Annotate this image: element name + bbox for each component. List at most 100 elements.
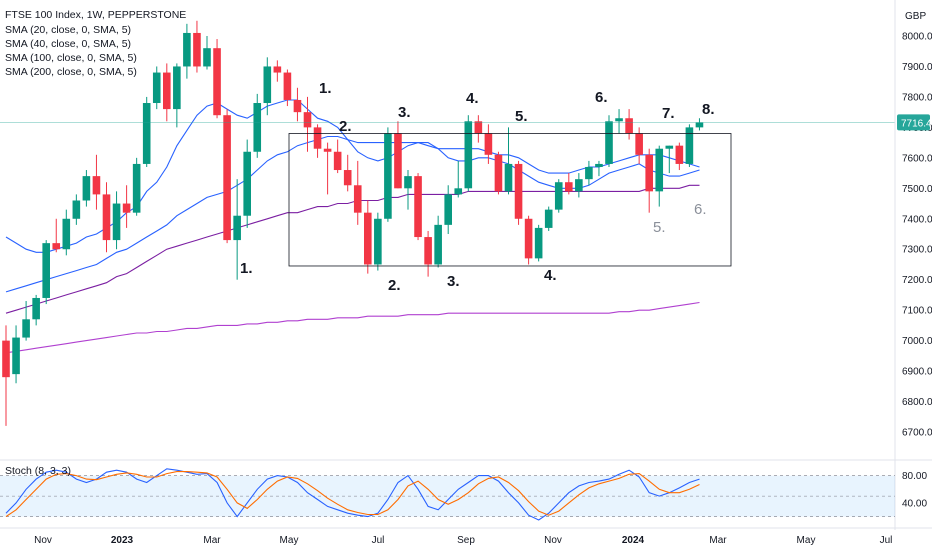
candle-body (544, 209, 553, 228)
wave-label-upper: 3. (398, 104, 411, 121)
wave-label-upper: 2. (339, 118, 352, 135)
wave-label-lower: 4. (544, 267, 557, 284)
price-tick-label: 7500.0 (902, 184, 932, 195)
candle-body (635, 133, 643, 155)
price-axis-ticks: 8000.07900.07800.07700.07600.07500.07400… (902, 32, 932, 439)
candle-body (605, 121, 613, 164)
candle-body (72, 200, 81, 219)
candle-body (82, 176, 91, 201)
candle-body (333, 151, 342, 171)
stoch-d-line (5, 471, 700, 518)
time-axis-ticks: Nov 2023 Mar May Jul Sep Nov 2024 Mar May Jul (34, 535, 892, 546)
candle-body (374, 218, 382, 265)
wave-label-lower: 3. (447, 273, 460, 290)
time-tick-label: Jul (372, 535, 385, 546)
candle-body (665, 145, 674, 149)
candle-body (42, 243, 50, 298)
sma-100-line (5, 184, 700, 314)
candle-body (122, 203, 131, 213)
stoch-label: Stoch (8, 3, 3) (5, 465, 71, 477)
stoch-level-40: 40.00 (902, 498, 927, 509)
wave-label-upper: 6. (595, 89, 608, 106)
candle-body (183, 32, 191, 67)
candle-body (384, 133, 392, 219)
price-tick-label: 7400.0 (902, 214, 932, 225)
candle-body (514, 163, 523, 219)
candle-body (32, 297, 40, 320)
candle-body (554, 182, 563, 210)
candle-body (364, 212, 372, 265)
consolidation-box (288, 133, 732, 267)
candle-body (585, 166, 593, 180)
wave-label-gray: 6. (694, 201, 707, 218)
price-tick-label: 7000.0 (902, 336, 932, 347)
sma-40-line (5, 135, 700, 293)
time-tick-label: May (797, 535, 816, 546)
candle-body (464, 121, 473, 189)
wave-label-gray: 5. (653, 219, 666, 236)
price-tick-label: 6900.0 (902, 367, 932, 378)
time-tick-label: 2023 (111, 535, 134, 546)
candle-body (595, 163, 603, 167)
candle-body (112, 203, 121, 241)
candle-body (92, 176, 101, 195)
wave-label-upper: 1. (319, 80, 332, 97)
candle-body (152, 72, 161, 104)
time-tick-label: May (280, 535, 299, 546)
candle-body (263, 66, 272, 104)
candle-body (163, 72, 171, 110)
candle-body (283, 72, 292, 100)
stoch-k-line (5, 468, 700, 521)
candle-body (625, 118, 633, 134)
candle-body (213, 48, 221, 116)
candlestick-series (2, 20, 704, 426)
candle-body (685, 127, 694, 164)
legend-sma-100: SMA (100, close, 0, SMA, 5) (5, 52, 137, 64)
last-price-badge (897, 114, 930, 131)
candle-body (404, 176, 412, 189)
candle-body (2, 340, 10, 378)
candle-body (414, 176, 422, 238)
wave-label-upper: 4. (466, 90, 479, 107)
candle-body (534, 227, 543, 259)
candle-body (695, 122, 704, 128)
candle-body (474, 121, 483, 134)
currency-label: GBP (905, 11, 926, 22)
price-tick-label: 7200.0 (902, 275, 932, 286)
time-tick-label: Nov (34, 535, 52, 546)
wave-label-upper: 8. (702, 101, 715, 118)
time-tick-label: Jul (880, 535, 893, 546)
legend-sma-200: SMA (200, close, 0, SMA, 5) (5, 66, 137, 78)
candle-body (494, 154, 503, 192)
candle-body (223, 115, 231, 241)
price-tick-label: 6700.0 (902, 428, 932, 439)
candle-body (565, 182, 573, 192)
candle-body (193, 32, 201, 67)
price-tick-label: 7100.0 (902, 306, 932, 317)
candle-body (504, 163, 513, 192)
candle-body (203, 48, 211, 67)
candle-body (343, 170, 352, 186)
time-tick-label: 2024 (622, 535, 645, 546)
candle-body (22, 319, 30, 338)
legend-sma-20: SMA (20, close, 0, SMA, 5) (5, 24, 131, 36)
candle-body (353, 185, 362, 213)
wave-label-upper: 7. (662, 105, 675, 122)
candle-body (484, 133, 493, 155)
price-tick-label: 8000.0 (902, 32, 932, 43)
candle-body (575, 179, 583, 192)
candle-body (273, 66, 282, 73)
candle-body (233, 215, 241, 241)
candle-body (424, 237, 432, 265)
wave-annotations: 1. 2. 3. 4. 5. 6. 7. 8. 1. 2. 3. 4. 5. 6. (240, 80, 715, 294)
candle-body (434, 224, 442, 265)
time-tick-label: Mar (203, 535, 221, 546)
candle-body (675, 145, 684, 164)
price-tick-label: 6800.0 (902, 397, 932, 408)
candle-body (62, 218, 71, 250)
candle-body (394, 133, 402, 189)
wave-label-lower: 1. (240, 260, 253, 277)
time-tick-label: Mar (709, 535, 727, 546)
candle-body (293, 99, 302, 113)
